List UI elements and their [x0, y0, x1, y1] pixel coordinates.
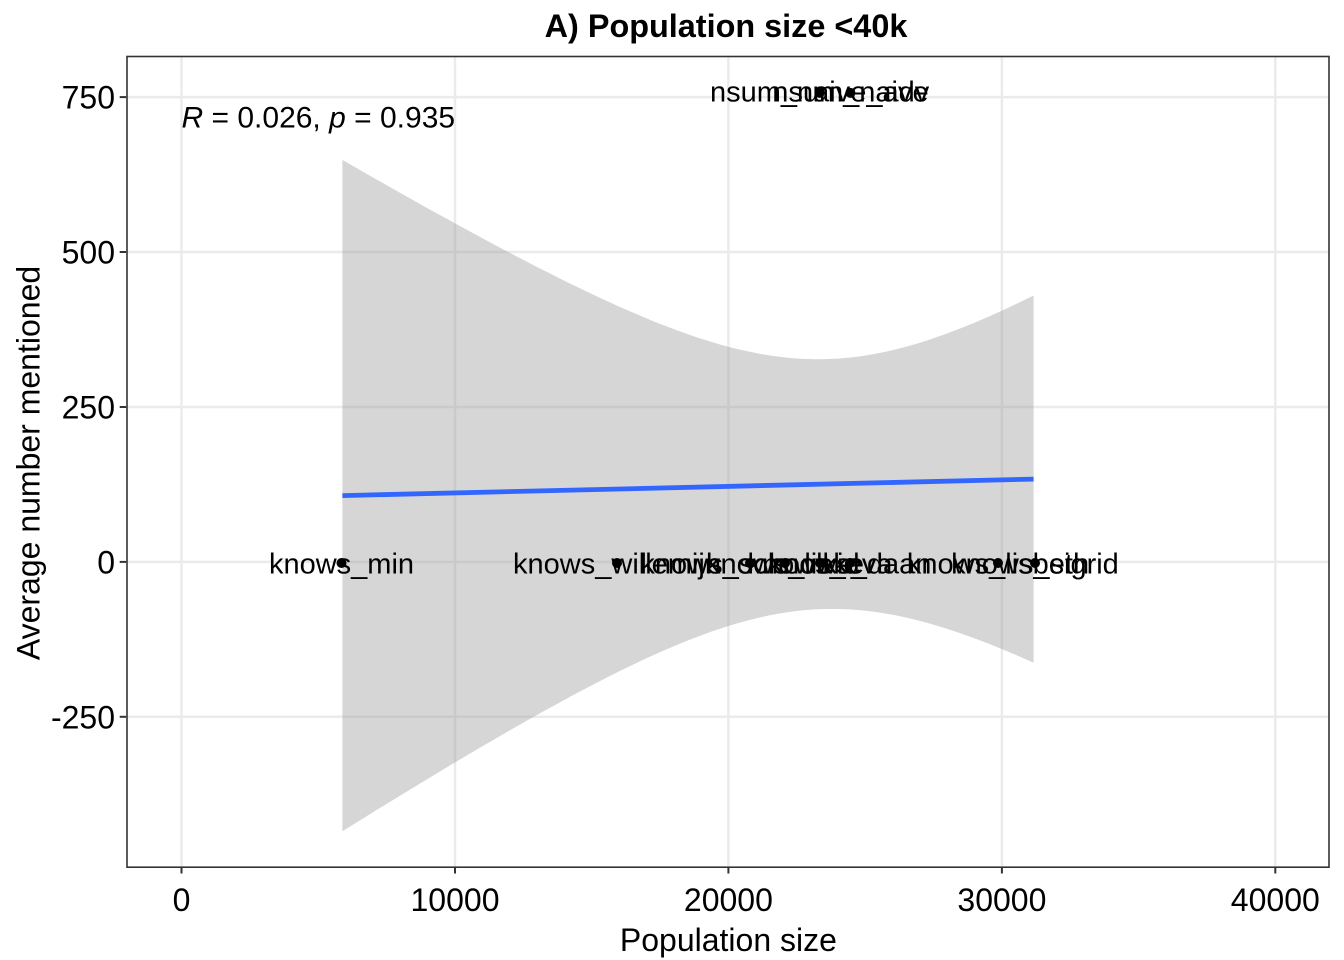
svg-text:20000: 20000	[684, 882, 773, 918]
svg-text:40000: 40000	[1231, 882, 1320, 918]
svg-text:Average number mentioned: Average number mentioned	[11, 266, 47, 660]
svg-text:0: 0	[173, 882, 191, 918]
svg-text:10000: 10000	[411, 882, 500, 918]
svg-text:R = 0.026, p = 0.935: R = 0.026, p = 0.935	[182, 101, 456, 134]
svg-text:-250: -250	[51, 699, 115, 735]
svg-text:250: 250	[62, 390, 115, 426]
svg-text:500: 500	[62, 235, 115, 271]
svg-text:Population size: Population size	[620, 922, 837, 958]
svg-text:0: 0	[97, 544, 115, 580]
svg-text:750: 750	[62, 80, 115, 116]
svg-text:30000: 30000	[957, 882, 1046, 918]
svg-text:A) Population size <40k: A) Population size <40k	[545, 8, 909, 44]
